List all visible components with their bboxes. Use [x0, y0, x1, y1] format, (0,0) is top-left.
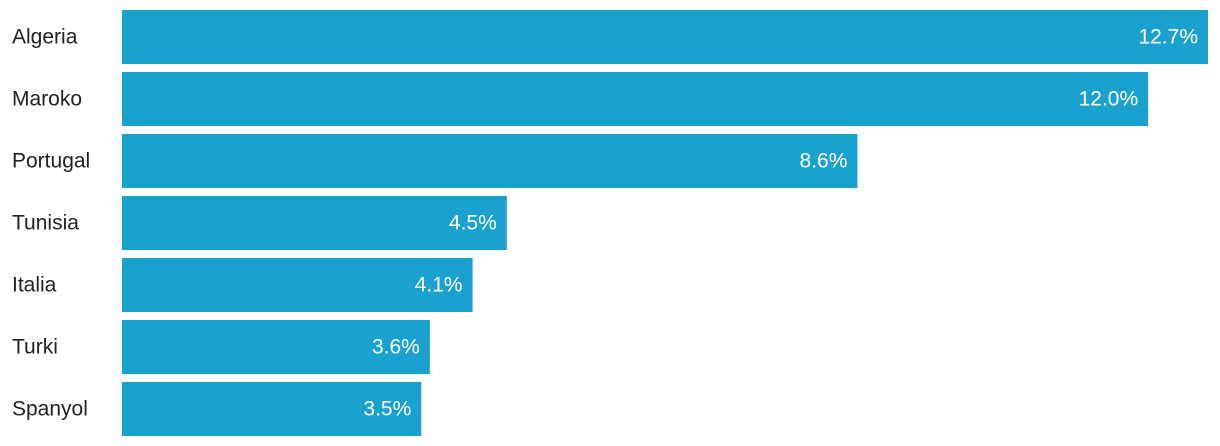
- bar: [122, 196, 507, 250]
- bar: [122, 134, 858, 188]
- value-label: 12.7%: [1138, 26, 1198, 49]
- bar: [122, 258, 473, 312]
- bar: [122, 72, 1149, 126]
- category-label: Portugal: [12, 150, 90, 173]
- value-label: 8.6%: [800, 150, 848, 173]
- category-label: Tunisia: [12, 212, 79, 235]
- bar: [122, 382, 422, 436]
- category-label: Algeria: [12, 26, 78, 49]
- bar: [122, 10, 1208, 64]
- bar: [122, 320, 430, 374]
- value-label: 3.5%: [363, 398, 411, 421]
- value-label: 3.6%: [372, 336, 420, 359]
- value-label: 4.5%: [449, 212, 497, 235]
- value-label: 4.1%: [415, 274, 463, 297]
- category-label: Turki: [12, 336, 58, 359]
- category-label: Italia: [12, 274, 57, 297]
- value-label: 12.0%: [1079, 88, 1139, 111]
- category-label: Spanyol: [12, 398, 88, 421]
- category-label: Maroko: [12, 88, 82, 111]
